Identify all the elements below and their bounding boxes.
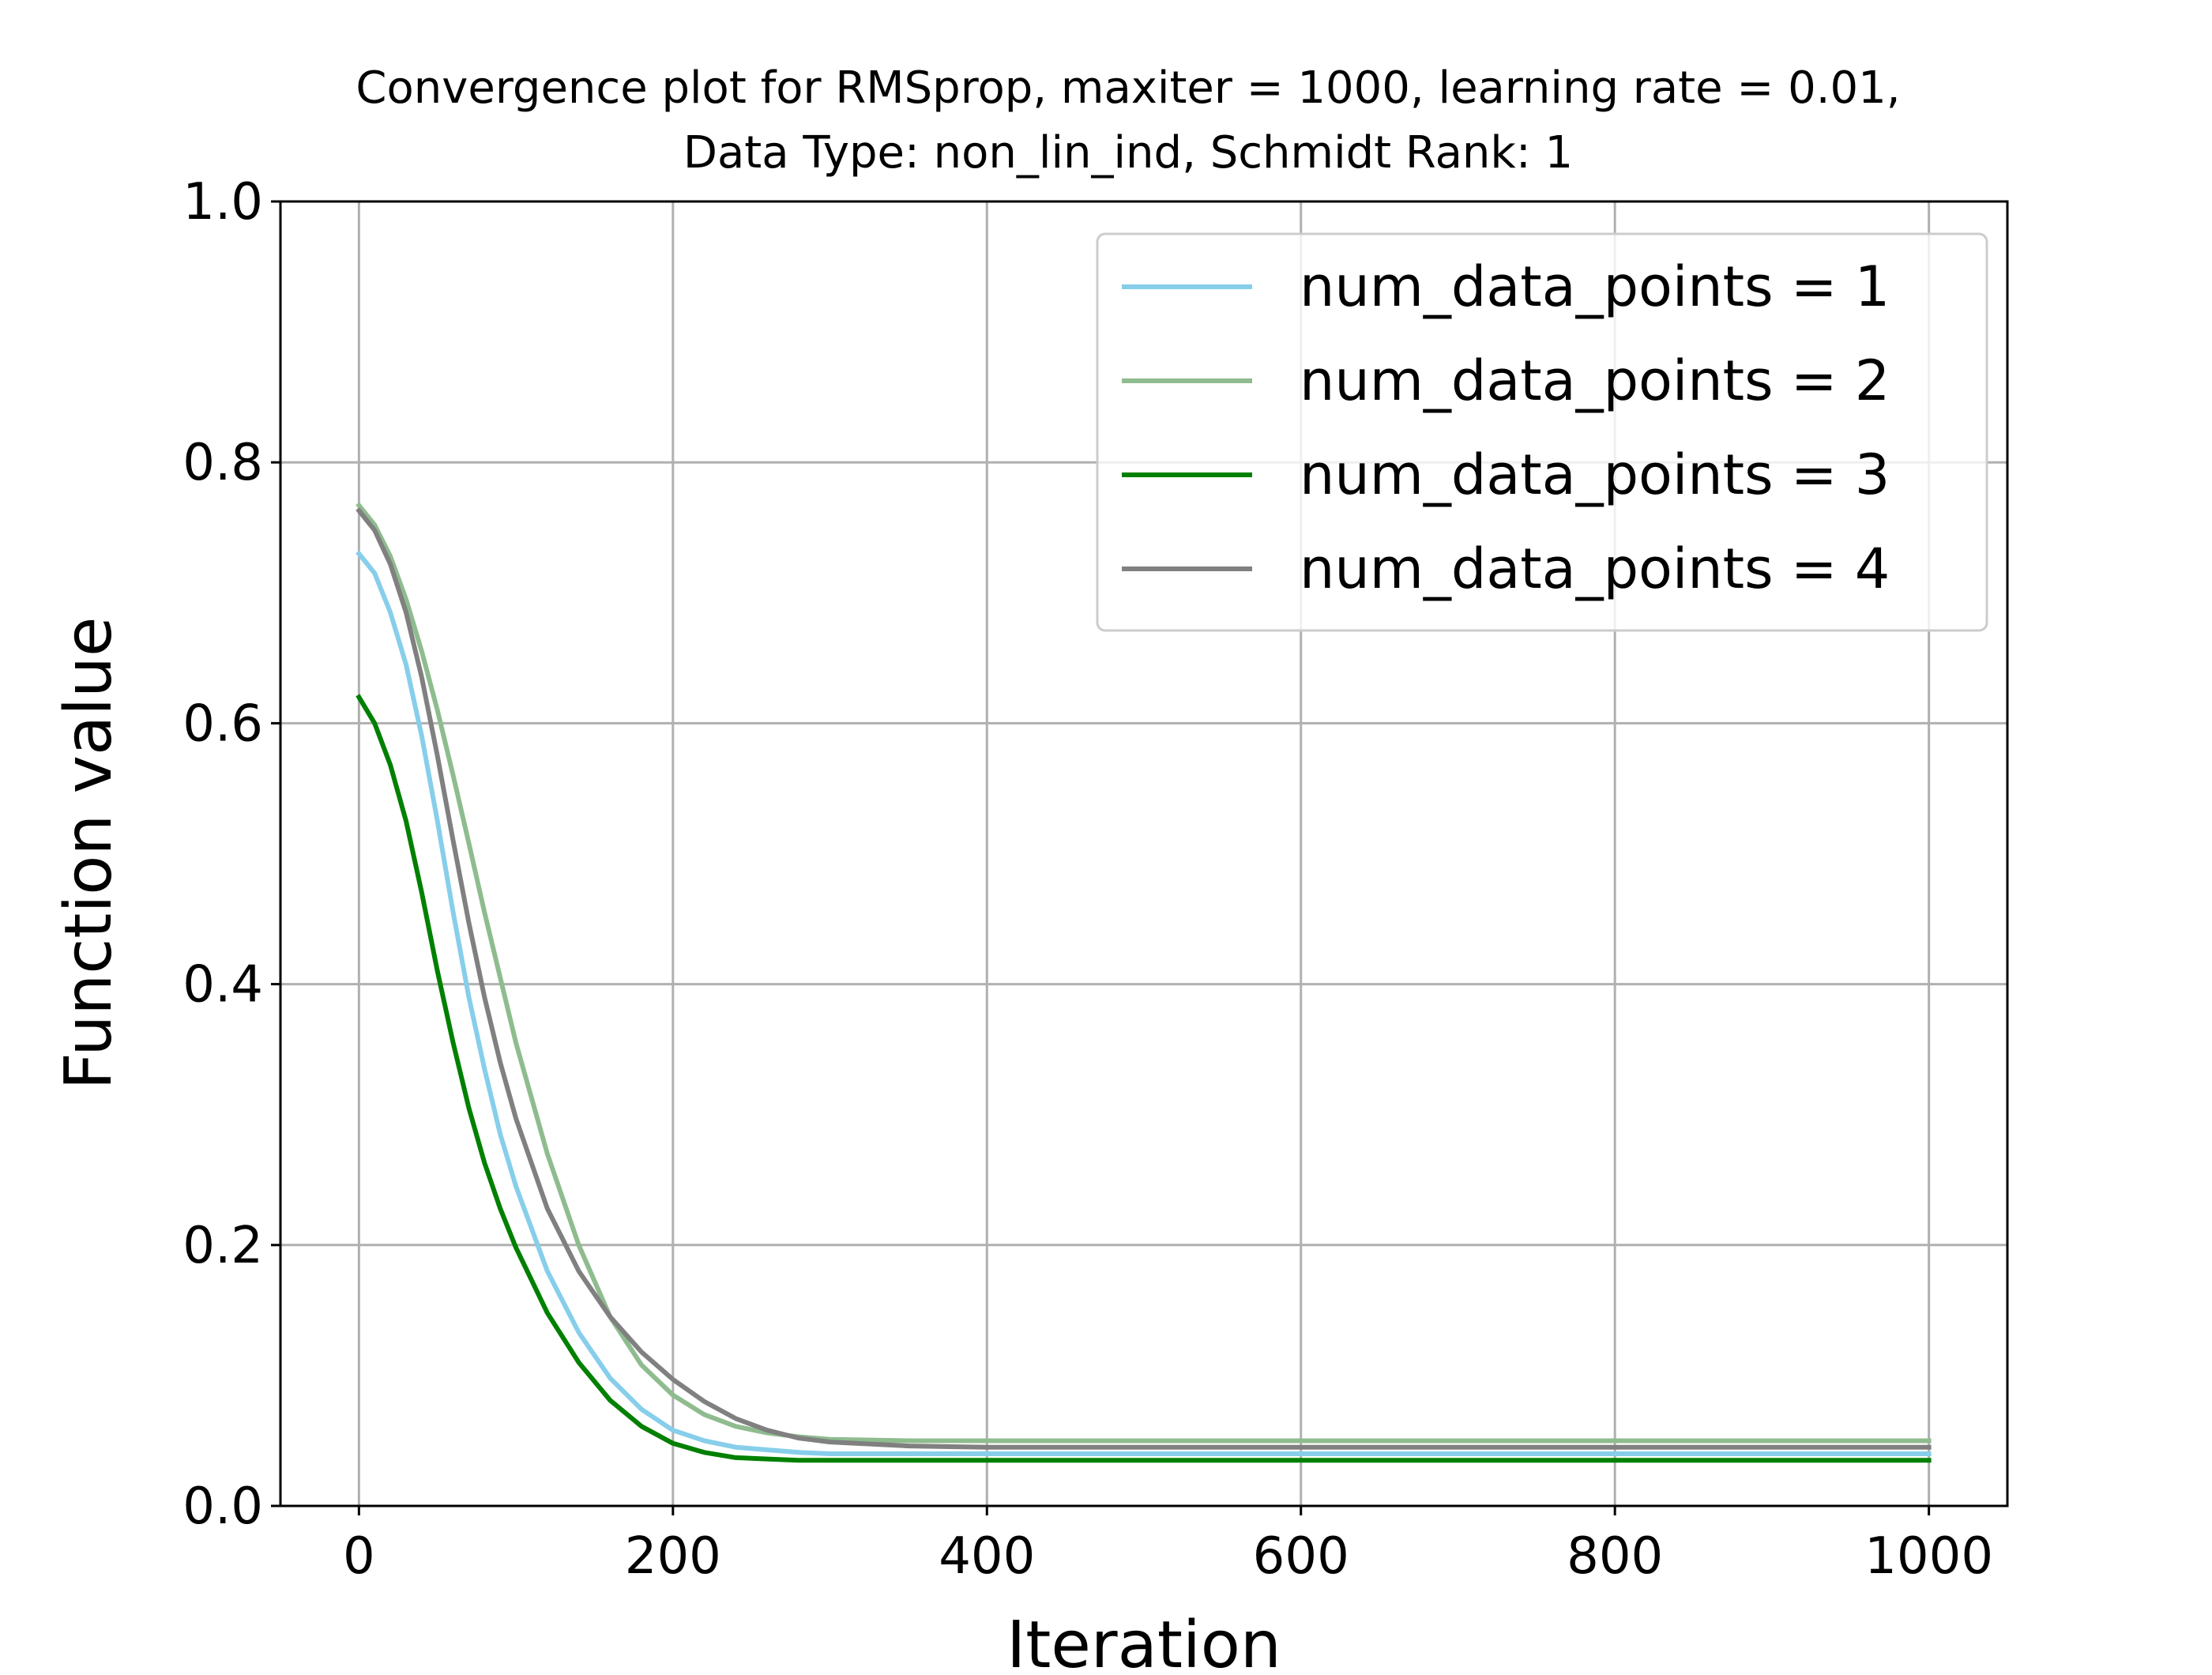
y-tick-label: 0.6 (182, 694, 263, 753)
series-line-2 (356, 502, 1932, 1444)
legend-label-4: num_data_points = 4 (1300, 536, 1890, 601)
x-tick-label: 200 (625, 1527, 721, 1586)
x-tick-label: 600 (1253, 1527, 1349, 1586)
y-tick-label: 0.2 (182, 1217, 263, 1275)
legend-label-3: num_data_points = 3 (1300, 442, 1890, 507)
y-tick-label: 0.0 (182, 1477, 263, 1536)
x-tick-label: 1000 (1864, 1527, 1993, 1586)
legend: num_data_points = 1 num_data_points = 2 nu… (1096, 232, 1988, 632)
x-axis-label: Iteration (1006, 1608, 1281, 1675)
y-tick-label: 1.0 (182, 173, 263, 231)
legend-label-1: num_data_points = 1 (1300, 254, 1890, 319)
chart-title: Convergence plot for RMSprop, maxiter = … (356, 62, 1900, 114)
y-tick-label: 0.4 (182, 956, 263, 1014)
plot-frame (279, 200, 2009, 1508)
x-tick-label: 800 (1567, 1527, 1663, 1586)
series-line-4 (356, 507, 1932, 1450)
x-tick-label: 0 (343, 1527, 375, 1586)
legend-box (1096, 232, 1988, 632)
x-tick-label: 400 (939, 1527, 1035, 1586)
y-axis-label: Function value (51, 617, 126, 1090)
y-tick-label: 0.8 (182, 434, 263, 492)
series-line-1 (356, 550, 1932, 1456)
axis-ticks: 0 200 400 600 800 1000 0.0 0.2 0.4 0.6 0.8 1.0 (182, 173, 1993, 1586)
series-line-3 (356, 694, 1932, 1463)
legend-label-2: num_data_points = 2 (1300, 348, 1890, 413)
chart-subtitle: Data Type: non_lin_ind, Schmidt Rank: 1 (683, 127, 1573, 179)
series-lines (356, 502, 1932, 1463)
